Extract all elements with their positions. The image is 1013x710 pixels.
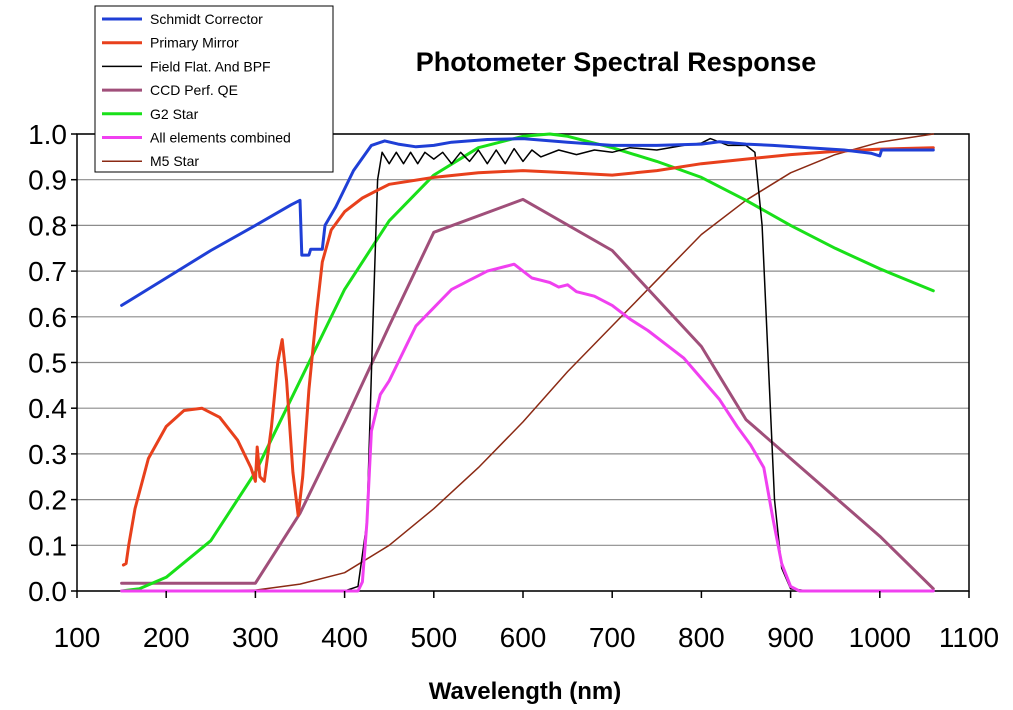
y-tick-label-1: 0.1 [28, 530, 67, 561]
y-tick-label-9: 0.9 [28, 165, 67, 196]
x-axis-label: Wavelength (nm) [429, 678, 621, 705]
grid-lines [77, 133, 969, 592]
y-tick-label-10: 1.0 [28, 119, 67, 150]
series-line-ccd-perf-qe [120, 197, 935, 591]
chart-title: Photometer Spectral Response [416, 47, 817, 77]
series-lines [120, 132, 935, 593]
x-tick-label-6: 700 [589, 622, 636, 653]
x-tick-label-3: 400 [321, 622, 368, 653]
x-tick-label-7: 800 [678, 622, 725, 653]
y-tick-label-6: 0.6 [28, 302, 67, 333]
y-tick-label-3: 0.3 [28, 439, 67, 470]
y-tick-label-5: 0.5 [28, 348, 67, 379]
x-tick-label-1: 200 [143, 622, 190, 653]
y-tick-label-8: 0.8 [28, 210, 67, 241]
axis-ticks: 0.0 0.1 0.2 0.3 0.4 0.5 0.6 0.7 0.8 0.9 1.0 100 200 3… [28, 119, 999, 653]
x-tick-label-9: 1000 [849, 622, 911, 653]
legend-label-all-elements-combined: All elements combined [150, 130, 291, 146]
y-tick-label-4: 0.4 [28, 393, 67, 424]
legend-label-g2-star: G2 Star [150, 106, 199, 122]
legend-label-ccd-perf-qe: CCD Perf. QE [150, 82, 238, 98]
x-tick-label-4: 500 [410, 622, 457, 653]
legend-label-schmidt-corrector: Schmidt Corrector [150, 11, 263, 27]
series-line-schmidt-corrector [120, 137, 935, 307]
x-tick-label-5: 600 [500, 622, 547, 653]
x-tick-label-0: 100 [54, 622, 101, 653]
y-tick-label-7: 0.7 [28, 256, 67, 287]
series-line-primary-mirror [121, 146, 935, 567]
y-tick-label-0: 0.0 [28, 576, 67, 607]
legend-label-m5-star: M5 Star [150, 153, 199, 169]
y-tick-label-2: 0.2 [28, 485, 67, 516]
series-line-field-flat-and-bpf [120, 137, 935, 592]
series-line-all-elements-combined [120, 262, 935, 593]
series-line-g2-star [120, 132, 935, 593]
x-tick-label-2: 300 [232, 622, 279, 653]
x-tick-label-8: 900 [767, 622, 814, 653]
legend-label-primary-mirror: Primary Mirror [150, 35, 239, 51]
series-line-m5-star [120, 133, 935, 592]
legend: Schmidt Corrector Primary Mirror Field Fla… [94, 5, 334, 173]
legend-label-field-flat-and-bpf: Field Flat. And BPF [150, 58, 271, 74]
x-tick-label-10: 1100 [939, 622, 999, 653]
